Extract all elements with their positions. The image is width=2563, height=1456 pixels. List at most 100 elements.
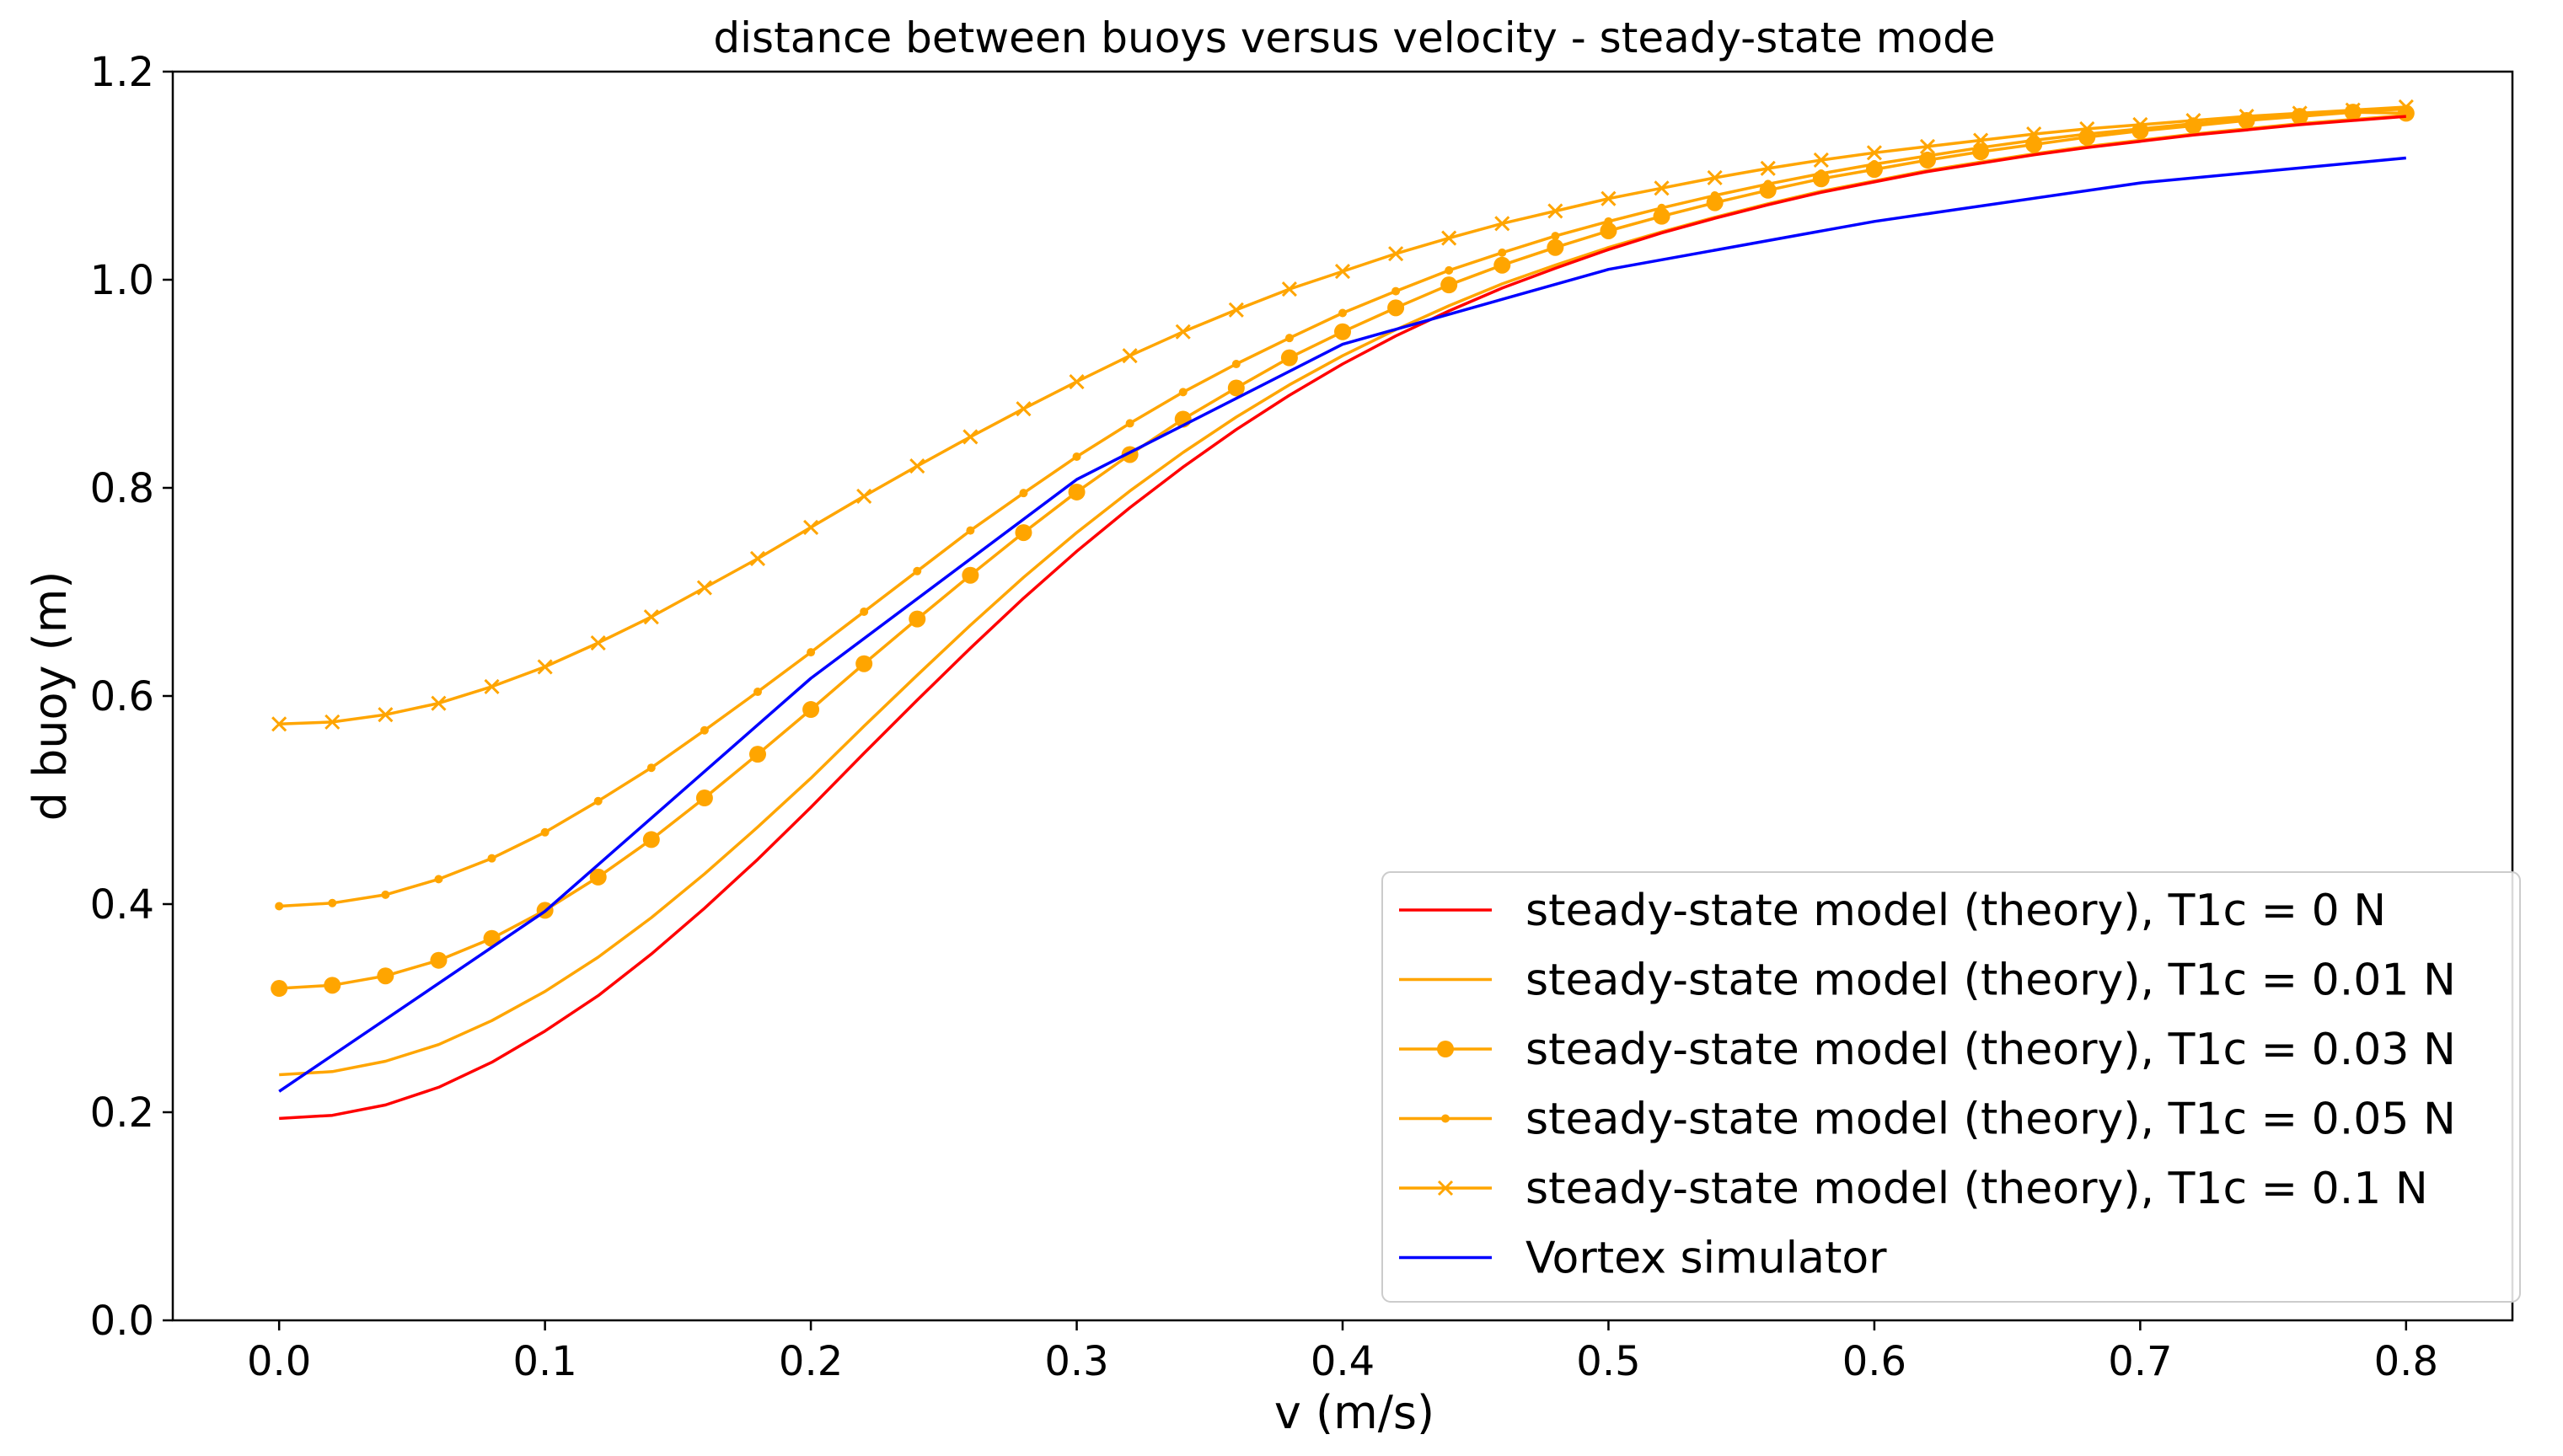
series-2 bbox=[271, 104, 2415, 998]
data-point bbox=[860, 607, 869, 616]
y-tick-label: 0.2 bbox=[90, 1089, 154, 1137]
data-point bbox=[802, 701, 820, 719]
x-tick-label: 0.6 bbox=[1842, 1338, 1906, 1385]
data-point bbox=[2239, 109, 2255, 125]
y-axis-ticks: 0.0 0.2 0.4 0.6 0.8 1.0 1.2 bbox=[90, 49, 173, 1345]
data-point bbox=[643, 609, 659, 625]
y-tick-label: 0.0 bbox=[90, 1298, 154, 1345]
series-3 bbox=[275, 104, 2410, 911]
data-point bbox=[1760, 160, 1776, 176]
data-point bbox=[1281, 281, 1297, 297]
y-tick-label: 1.2 bbox=[90, 49, 154, 96]
data-point bbox=[642, 831, 660, 848]
data-point bbox=[1816, 169, 1826, 179]
data-point bbox=[1072, 452, 1081, 461]
data-point bbox=[483, 929, 501, 947]
data-point bbox=[381, 890, 390, 899]
data-point bbox=[275, 902, 284, 911]
y-axis-label: d buoy (m) bbox=[24, 571, 77, 822]
data-point bbox=[430, 951, 448, 969]
data-point bbox=[1441, 230, 1457, 246]
data-point bbox=[753, 688, 762, 697]
data-point bbox=[1387, 299, 1405, 317]
legend-item: steady-state model (theory), T1c = 0.03 … bbox=[1399, 1025, 2456, 1075]
data-point bbox=[700, 725, 709, 735]
data-point bbox=[1122, 348, 1138, 364]
data-point bbox=[431, 695, 447, 711]
data-point bbox=[1391, 286, 1401, 296]
legend-item: steady-state model (theory), T1c = 0 N bbox=[1399, 886, 2386, 936]
data-point bbox=[2029, 136, 2039, 145]
data-point bbox=[1227, 379, 1245, 397]
data-point bbox=[484, 678, 500, 694]
x-axis-ticks: 0.0 0.1 0.2 0.3 0.4 0.5 0.6 0.7 0.8 bbox=[247, 1320, 2438, 1385]
data-point bbox=[1919, 138, 1936, 154]
legend-item: Vortex simulator bbox=[1399, 1234, 1887, 1284]
data-point bbox=[962, 566, 979, 584]
data-point bbox=[1973, 132, 1989, 148]
legend-item: steady-state model (theory), T1c = 0.1 N bbox=[1399, 1164, 2428, 1214]
legend-item: steady-state model (theory), T1c = 0.05 … bbox=[1399, 1095, 2456, 1145]
data-point bbox=[913, 566, 922, 575]
data-point bbox=[328, 898, 337, 907]
data-point bbox=[966, 526, 975, 535]
data-point bbox=[1125, 419, 1134, 428]
data-point bbox=[434, 875, 443, 884]
x-tick-label: 0.7 bbox=[2108, 1338, 2172, 1385]
data-point bbox=[1334, 264, 1351, 280]
data-point bbox=[1445, 265, 1454, 275]
x-tick-label: 0.1 bbox=[512, 1338, 576, 1385]
legend-label: steady-state model (theory), T1c = 0.1 N bbox=[1525, 1164, 2428, 1214]
x-tick-label: 0.0 bbox=[247, 1338, 311, 1385]
series-4 bbox=[271, 99, 2414, 732]
x-tick-label: 0.3 bbox=[1044, 1338, 1108, 1385]
data-point bbox=[324, 714, 340, 730]
data-point bbox=[271, 716, 287, 732]
series-5 bbox=[278, 156, 2406, 1093]
data-point bbox=[1440, 276, 1458, 294]
data-point bbox=[696, 580, 712, 596]
data-point bbox=[1334, 323, 1351, 340]
data-point bbox=[1547, 203, 1563, 219]
data-point bbox=[487, 854, 496, 863]
series-line bbox=[279, 110, 2406, 990]
data-point bbox=[2185, 112, 2201, 129]
data-point bbox=[855, 655, 873, 672]
legend: steady-state model (theory), T1c = 0 N st… bbox=[1381, 871, 2521, 1303]
legend-label: steady-state model (theory), T1c = 0.01 … bbox=[1525, 956, 2456, 1006]
legend-box bbox=[1381, 871, 2521, 1303]
data-point bbox=[909, 610, 926, 628]
series-line bbox=[278, 156, 2406, 1093]
data-point bbox=[1493, 256, 1511, 274]
data-point bbox=[540, 827, 550, 837]
data-point bbox=[646, 763, 656, 773]
data-point bbox=[1178, 388, 1188, 397]
data-point bbox=[2079, 120, 2095, 136]
data-point bbox=[1231, 360, 1241, 369]
data-point bbox=[1601, 190, 1617, 206]
series-line bbox=[279, 115, 2406, 1121]
x-tick-label: 0.2 bbox=[779, 1338, 843, 1385]
data-point bbox=[1653, 207, 1670, 225]
data-point bbox=[324, 977, 341, 994]
series-layer bbox=[271, 99, 2415, 1121]
data-point bbox=[856, 488, 872, 504]
data-point bbox=[1280, 349, 1298, 367]
data-point bbox=[1016, 401, 1032, 417]
data-point bbox=[909, 458, 925, 474]
data-point bbox=[1866, 145, 1882, 161]
data-point bbox=[1437, 1180, 1454, 1196]
data-point bbox=[1706, 194, 1724, 211]
data-point bbox=[1228, 302, 1244, 318]
y-tick-label: 1.0 bbox=[90, 257, 154, 304]
data-point bbox=[1869, 159, 1879, 169]
data-point bbox=[2345, 102, 2361, 118]
data-point bbox=[695, 790, 713, 807]
data-point bbox=[1069, 373, 1085, 390]
data-point bbox=[590, 634, 606, 651]
data-point bbox=[803, 519, 819, 535]
legend-label: steady-state model (theory), T1c = 0.03 … bbox=[1525, 1025, 2456, 1075]
data-point bbox=[1068, 483, 1086, 500]
series-line bbox=[279, 105, 2406, 726]
